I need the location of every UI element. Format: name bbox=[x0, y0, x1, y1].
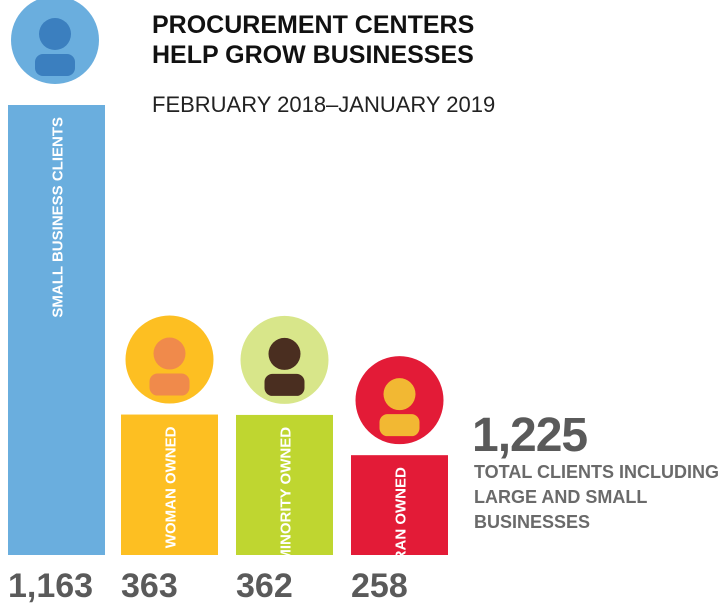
icon-body bbox=[35, 54, 75, 76]
value-label: 363 bbox=[121, 567, 178, 605]
icon-figure bbox=[383, 378, 416, 411]
bar bbox=[236, 414, 333, 555]
total-caption: TOTAL CLIENTS INCLUDING LARGE AND SMALL … bbox=[474, 462, 719, 532]
bar bbox=[121, 414, 218, 555]
value-label: 362 bbox=[236, 567, 293, 605]
category-label: MINORITY OWNED bbox=[278, 427, 295, 562]
icon-figure bbox=[268, 337, 301, 370]
category-label: VETERAN OWNED bbox=[393, 467, 410, 601]
total-value: 1,225 bbox=[472, 409, 588, 462]
chart-title: PROCUREMENT CENTERS HELP GROW BUSINESSES bbox=[152, 11, 475, 69]
value-label: 258 bbox=[351, 567, 408, 605]
category-label: WOMAN OWNED bbox=[163, 426, 180, 548]
bar bbox=[351, 455, 448, 555]
chart-subtitle: FEBRUARY 2018–JANUARY 2019 bbox=[152, 92, 496, 117]
icon-body bbox=[264, 373, 305, 396]
bar bbox=[8, 105, 105, 555]
icon-figure bbox=[153, 337, 186, 370]
icon-body bbox=[379, 414, 420, 437]
category-label: SMALL BUSINESS CLIENTS bbox=[50, 117, 67, 318]
icon-figure bbox=[39, 18, 71, 50]
icon-body bbox=[149, 373, 190, 396]
value-label: 1,163 bbox=[8, 567, 93, 605]
